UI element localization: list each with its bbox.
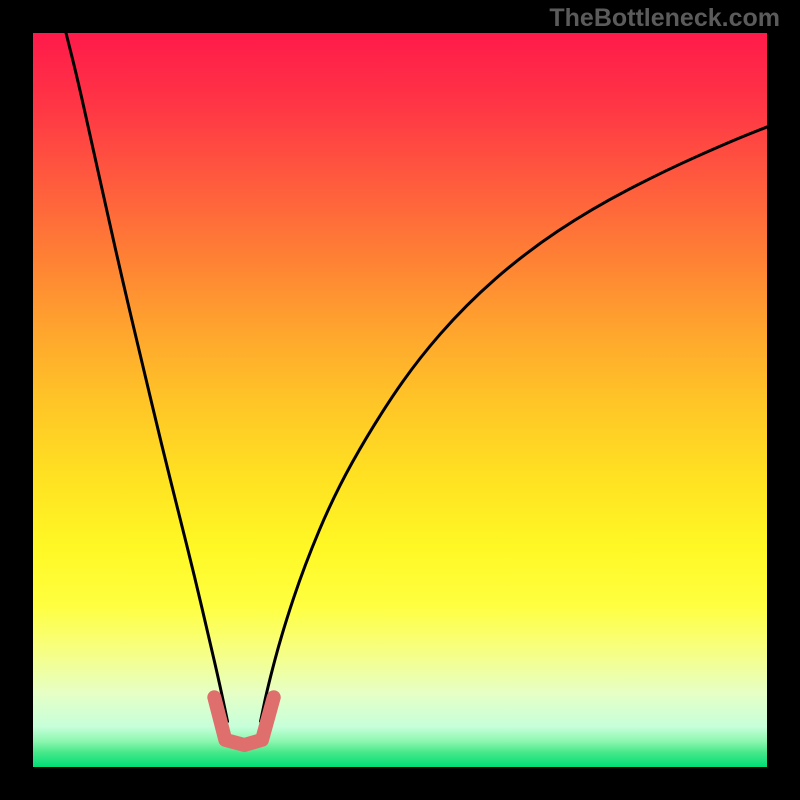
gradient-background [33, 33, 767, 767]
watermark-text: TheBottleneck.com [549, 4, 780, 33]
chart-frame [33, 33, 767, 767]
chart-svg [33, 33, 767, 767]
